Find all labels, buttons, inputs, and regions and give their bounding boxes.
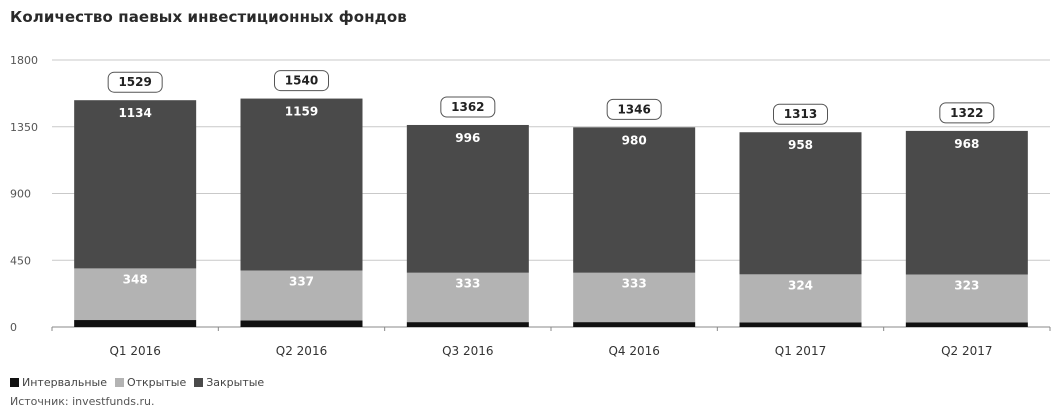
total-label: 1346 (617, 102, 650, 116)
source-note: Источник: investfunds.ru. (10, 395, 155, 408)
legend-label-closed: Закрытые (206, 376, 265, 389)
data-label: 996 (455, 131, 480, 145)
x-category-label: Q1 2016 (109, 344, 160, 358)
bar-segment-открытые (573, 272, 696, 323)
bar-segment-интервальные (74, 320, 197, 327)
data-label: 333 (622, 277, 647, 291)
x-category-label: Q2 2017 (941, 344, 992, 358)
x-category-label: Q1 2017 (775, 344, 826, 358)
data-label: 1159 (285, 105, 318, 119)
bar-segment-интервальные (739, 322, 862, 327)
bar-segment-закрытые (905, 130, 1028, 275)
data-label: 333 (455, 277, 480, 291)
total-box (773, 103, 828, 125)
legend-label-interval: Интервальные (22, 376, 107, 389)
total-label: 1540 (285, 74, 318, 88)
data-label: 324 (788, 278, 813, 292)
x-category-label: Q4 2016 (608, 344, 659, 358)
chart-title: Количество паевых инвестиционных фондов (10, 8, 407, 26)
y-tick-label-1350: 1350 (10, 121, 38, 134)
bar-segment-закрытые (573, 127, 696, 273)
data-label: 968 (954, 137, 979, 151)
y-tick-label-0: 0 (10, 321, 17, 334)
data-label: 980 (622, 133, 647, 147)
total-box (107, 71, 163, 93)
x-category-label: Q2 2016 (276, 344, 327, 358)
total-label: 1362 (451, 100, 484, 114)
bar-segment-открытые (406, 272, 529, 323)
legend-item-interval: Интервальные (10, 376, 107, 389)
x-category-label: Q3 2016 (442, 344, 493, 358)
data-label: 323 (954, 278, 979, 292)
bar-segment-закрытые (406, 124, 529, 273)
data-label: 1134 (118, 106, 151, 120)
legend-item-closed: Закрытые (194, 376, 264, 389)
bar-segment-интервальные (406, 322, 529, 327)
y-tick-label-900: 900 (10, 188, 31, 201)
total-box (274, 70, 329, 92)
legend-swatch-closed (194, 378, 204, 387)
bar-segment-интервальные (905, 322, 1028, 327)
data-label: 958 (788, 138, 813, 152)
legend-item-open: Открытые (114, 376, 187, 389)
bar-segment-открытые (240, 270, 363, 321)
bar-segment-интервальные (240, 320, 363, 327)
bar-segment-открытые (74, 268, 197, 321)
legend-swatch-interval (10, 378, 19, 387)
total-label: 1313 (784, 107, 817, 121)
bar-segment-открытые (905, 274, 1028, 323)
total-label: 1322 (950, 106, 983, 120)
bar-segment-закрытые (739, 132, 862, 275)
bar-segment-открытые (739, 274, 862, 323)
legend: Интервальные Открытые Закрытые (10, 376, 264, 389)
y-tick-label-450: 450 (10, 254, 31, 267)
bar-segment-закрытые (240, 98, 363, 271)
total-box (440, 96, 496, 118)
data-label: 337 (289, 274, 314, 288)
legend-swatch-open (114, 378, 124, 387)
bar-segment-интервальные (573, 322, 696, 327)
total-label: 1529 (118, 75, 151, 89)
y-tick-label-1800: 1800 (10, 54, 38, 67)
total-box (939, 102, 995, 124)
legend-label-open: Открытые (126, 376, 187, 389)
total-box (606, 98, 662, 120)
bar-segment-закрытые (74, 100, 197, 269)
data-label: 348 (123, 272, 148, 286)
